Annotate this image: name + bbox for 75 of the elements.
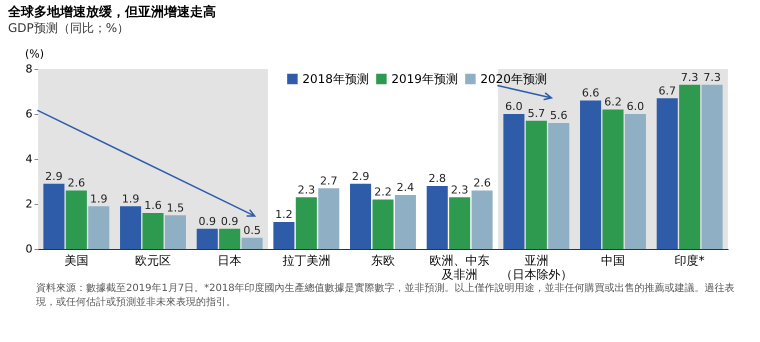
- y-tick-label: 6: [26, 108, 32, 120]
- chart-subtitle: GDP预测（同比；%）: [8, 21, 130, 35]
- data-label: 2.3: [450, 183, 468, 196]
- x-tick-label: 欧元区: [135, 254, 171, 268]
- data-label: 2.8: [428, 172, 446, 185]
- bar: [120, 206, 142, 249]
- y-tick-label: 2: [26, 198, 32, 210]
- data-label: 2.4: [396, 181, 414, 194]
- y-axis-title: (%): [24, 48, 44, 60]
- data-label: 2.6: [473, 176, 491, 190]
- bar: [273, 222, 294, 249]
- x-tick-label: 欧洲、中东及非洲: [430, 254, 490, 282]
- data-label: 2.9: [352, 170, 370, 183]
- y-tick-label: 8: [26, 62, 32, 76]
- bar: [472, 190, 493, 249]
- bar: [526, 120, 547, 249]
- data-label: 2.3: [298, 183, 316, 196]
- bar: [164, 215, 186, 249]
- x-tick-label: 拉丁美洲: [282, 254, 330, 268]
- data-label: 0.9: [198, 214, 216, 228]
- bar: [219, 228, 240, 249]
- bar: [296, 197, 317, 249]
- bar: [318, 188, 340, 249]
- bar: [242, 238, 263, 249]
- data-label: 2.2: [374, 186, 392, 198]
- data-label: 1.6: [144, 199, 162, 212]
- x-tick-label: 亚洲（日本除外）: [500, 254, 572, 282]
- bar: [66, 190, 87, 249]
- data-label: 5.6: [550, 109, 568, 122]
- bar: [142, 213, 164, 249]
- data-label: 1.9: [122, 192, 140, 206]
- data-label: 5.7: [528, 106, 546, 120]
- source-note: 資料來源：數據截至2019年1月7日。*2018年印度國內生產總值數據是實際數字，並非預測。以上僅作說明用途，並非任何購買或出售的推薦或建議。過往表現，或任何估計或預測並非未來表現的指引。: [35, 282, 736, 309]
- data-label: 0.9: [220, 214, 238, 228]
- bar: [43, 184, 64, 249]
- x-tick-label: 中国: [601, 254, 625, 268]
- data-label: 7.3: [680, 70, 698, 84]
- bar: [350, 184, 372, 249]
- data-label: 6.0: [626, 100, 644, 113]
- x-tick-label: 东欧: [371, 254, 395, 268]
- bar: [548, 123, 570, 249]
- data-label: 1.9: [90, 192, 108, 206]
- data-label: 6.6: [582, 86, 600, 100]
- bar: [196, 228, 218, 249]
- legend-label: 2018年预测: [302, 72, 369, 86]
- bar: [580, 100, 602, 249]
- bar: [426, 186, 448, 249]
- bar: [503, 114, 524, 249]
- data-label: 1.2: [275, 208, 293, 221]
- bar: [394, 195, 416, 249]
- data-label: 6.7: [658, 84, 676, 98]
- legend-label: 2019年预测: [391, 72, 458, 86]
- data-label: 0.5: [243, 224, 261, 237]
- bar: [449, 197, 470, 249]
- chart-title: 全球多地增速放缓，但亚洲增速走高: [7, 4, 216, 20]
- y-tick-label: 0: [26, 242, 32, 256]
- bar: [372, 200, 394, 249]
- bar: [88, 206, 110, 249]
- x-tick-label: 日本: [218, 254, 242, 268]
- data-label: 6.2: [604, 96, 622, 108]
- data-label: 2.6: [68, 176, 86, 190]
- bar: [656, 98, 678, 249]
- x-tick-label: 美国: [64, 254, 88, 268]
- bar: [702, 84, 723, 249]
- data-label: 6.0: [505, 100, 523, 113]
- x-tick-label: 印度*: [674, 254, 705, 268]
- bar: [679, 84, 700, 249]
- y-tick-label: 4: [26, 152, 32, 166]
- data-label: 7.3: [703, 70, 721, 84]
- bar: [602, 110, 624, 249]
- bar: [624, 114, 646, 249]
- data-label: 2.7: [320, 174, 338, 188]
- legend-label: 2020年预测: [480, 72, 547, 86]
- data-label: 1.5: [166, 201, 184, 214]
- data-label: 2.9: [45, 170, 63, 183]
